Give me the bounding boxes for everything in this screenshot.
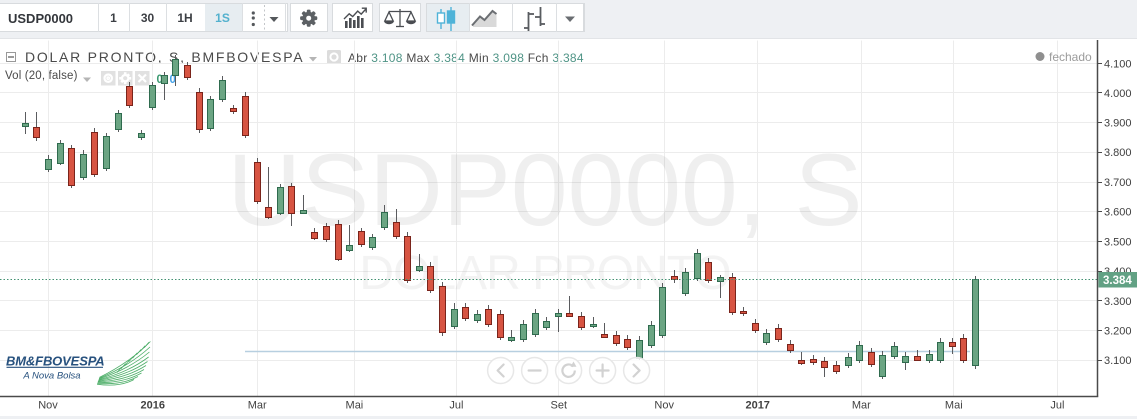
svg-text:USDP0000, S: USDP0000, S [227, 133, 862, 247]
svg-text:2017: 2017 [745, 400, 769, 412]
svg-text:2016: 2016 [141, 400, 165, 412]
svg-text:Mai: Mai [945, 400, 963, 412]
svg-text:Jul: Jul [449, 400, 463, 412]
svg-text:DOLAR PRONTO: DOLAR PRONTO [359, 247, 730, 300]
svg-text:Mai: Mai [346, 400, 364, 412]
svg-text:Jul: Jul [1050, 400, 1064, 412]
svg-text:0: 0 [157, 74, 163, 86]
svg-text:Set: Set [551, 400, 568, 412]
svg-text:4.100: 4.100 [1104, 58, 1132, 70]
svg-text:3.200: 3.200 [1104, 326, 1132, 338]
svg-text:3.800: 3.800 [1104, 147, 1132, 159]
svg-text:Nov: Nov [654, 400, 674, 412]
svg-text:3.600: 3.600 [1104, 207, 1132, 219]
svg-text:Nov: Nov [38, 400, 58, 412]
svg-text:BM&FBOVESPA: BM&FBOVESPA [6, 354, 105, 369]
svg-text:3.384: 3.384 [1103, 275, 1132, 287]
svg-text:0: 0 [170, 74, 176, 86]
svg-text:3.700: 3.700 [1104, 177, 1132, 189]
svg-text:4.000: 4.000 [1104, 88, 1132, 100]
svg-text:3.100: 3.100 [1104, 355, 1132, 367]
svg-text:fechado: fechado [1049, 50, 1092, 64]
svg-text:Mar: Mar [248, 400, 267, 412]
svg-text:3.300: 3.300 [1104, 296, 1132, 308]
svg-text:3.500: 3.500 [1104, 236, 1132, 248]
svg-text:A Nova Bolsa: A Nova Bolsa [22, 371, 80, 382]
svg-text:3.900: 3.900 [1104, 118, 1132, 130]
svg-text:Mar: Mar [852, 400, 871, 412]
